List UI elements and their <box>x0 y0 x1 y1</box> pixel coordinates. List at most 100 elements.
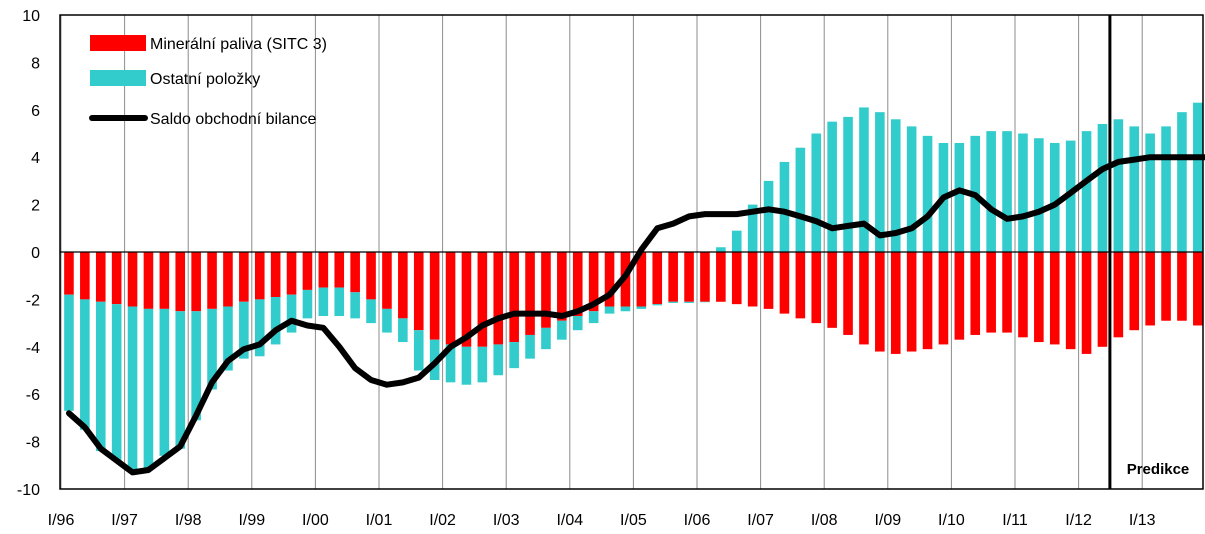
bar-mineral-fuels <box>255 252 265 299</box>
bar-mineral-fuels <box>1018 252 1028 337</box>
bar-other-items <box>573 316 583 330</box>
bar-mineral-fuels <box>80 252 90 299</box>
legend-label: Minerální paliva (SITC 3) <box>150 36 327 53</box>
bar-mineral-fuels <box>1002 252 1012 333</box>
bar-other-items <box>382 309 392 333</box>
bar-mineral-fuels <box>239 252 249 302</box>
bar-mineral-fuels <box>446 252 456 344</box>
y-tick-label: 4 <box>31 150 40 167</box>
bar-mineral-fuels <box>334 252 344 288</box>
bar-mineral-fuels <box>398 252 408 318</box>
bar-other-items <box>907 126 917 252</box>
y-tick-label: -8 <box>26 435 40 452</box>
y-tick-label: 8 <box>31 55 40 72</box>
y-tick-label: -6 <box>26 387 40 404</box>
bar-other-items <box>144 309 154 470</box>
bar-mineral-fuels <box>478 252 488 347</box>
x-tick-label: I/13 <box>1129 512 1156 529</box>
bar-other-items <box>462 347 472 385</box>
bar-mineral-fuels <box>64 252 74 295</box>
x-tick-label: I/11 <box>1002 512 1028 529</box>
legend: Minerální paliva (SITC 3) Ostatní položky… <box>90 35 327 128</box>
x-tick-label: I/96 <box>48 512 75 529</box>
bar-other-items <box>843 117 853 252</box>
bar-other-items <box>716 247 726 252</box>
bar-other-items <box>605 307 615 314</box>
bar-other-items <box>414 330 424 370</box>
bar-mineral-fuels <box>271 252 281 297</box>
bar-other-items <box>366 299 376 323</box>
bar-mineral-fuels <box>955 252 965 340</box>
x-tick-label: I/98 <box>175 512 202 529</box>
bar-other-items <box>859 107 869 252</box>
bar-mineral-fuels <box>780 252 790 314</box>
bar-mineral-fuels <box>223 252 233 307</box>
x-tick-label: I/06 <box>684 512 711 529</box>
legend-label: Saldo obchodní bilance <box>150 111 316 128</box>
bar-other-items <box>557 321 567 340</box>
x-tick-label: I/10 <box>938 512 965 529</box>
y-tick-label: -10 <box>17 482 40 499</box>
bar-mineral-fuels <box>1177 252 1187 321</box>
bar-mineral-fuels <box>191 252 201 311</box>
bar-other-items <box>80 299 90 429</box>
bar-other-items <box>398 318 408 342</box>
x-tick-label: I/01 <box>366 512 393 529</box>
bar-mineral-fuels <box>1098 252 1108 347</box>
bar-other-items <box>1018 134 1028 253</box>
bar-mineral-fuels <box>652 252 662 304</box>
x-tick-label: I/02 <box>429 512 456 529</box>
bar-mineral-fuels <box>366 252 376 299</box>
bar-mineral-fuels <box>732 252 742 304</box>
bar-mineral-fuels <box>303 252 313 290</box>
bar-other-items <box>509 342 519 368</box>
bar-mineral-fuels <box>748 252 758 307</box>
y-tick-label: -4 <box>26 340 40 357</box>
bar-other-items <box>589 311 599 323</box>
bar-mineral-fuels <box>207 252 217 309</box>
bar-mineral-fuels <box>875 252 885 352</box>
bar-other-items <box>478 347 488 383</box>
bar-mineral-fuels <box>382 252 392 309</box>
legend-item-other-items: Ostatní položky <box>90 70 260 88</box>
bar-other-items <box>1145 134 1155 253</box>
bar-mineral-fuels <box>144 252 154 309</box>
bar-other-items <box>541 328 551 349</box>
bar-other-items <box>112 304 122 460</box>
bar-other-items <box>493 344 503 375</box>
legend-swatch <box>90 70 146 86</box>
bar-mineral-fuels <box>668 252 678 302</box>
x-tick-label: I/12 <box>1065 512 1092 529</box>
bar-other-items <box>1161 126 1171 252</box>
bar-other-items <box>96 302 106 451</box>
legend-swatch <box>90 35 146 51</box>
x-tick-label: I/00 <box>302 512 329 529</box>
bar-mineral-fuels <box>796 252 806 318</box>
bar-mineral-fuels <box>1161 252 1171 321</box>
bar-other-items <box>350 292 360 318</box>
bar-mineral-fuels <box>493 252 503 344</box>
bar-mineral-fuels <box>986 252 996 333</box>
bar-other-items <box>652 304 662 305</box>
bar-other-items <box>668 302 678 303</box>
bar-other-items <box>637 307 647 309</box>
bar-other-items <box>1114 119 1124 252</box>
bar-other-items <box>811 134 821 253</box>
y-tick-label: 10 <box>22 8 40 25</box>
bar-other-items <box>621 307 631 312</box>
bar-mineral-fuels <box>843 252 853 335</box>
bar-other-items <box>923 136 933 252</box>
y-tick-label: 6 <box>31 103 40 120</box>
bar-other-items <box>64 295 74 411</box>
legend-item-mineral-fuels: Minerální paliva (SITC 3) <box>90 35 327 53</box>
bar-other-items <box>160 309 170 456</box>
bar-mineral-fuels <box>175 252 185 311</box>
bar-other-items <box>986 131 996 252</box>
bar-mineral-fuels <box>160 252 170 309</box>
bar-mineral-fuels <box>350 252 360 292</box>
bar-mineral-fuels <box>1145 252 1155 325</box>
bar-mineral-fuels <box>923 252 933 349</box>
